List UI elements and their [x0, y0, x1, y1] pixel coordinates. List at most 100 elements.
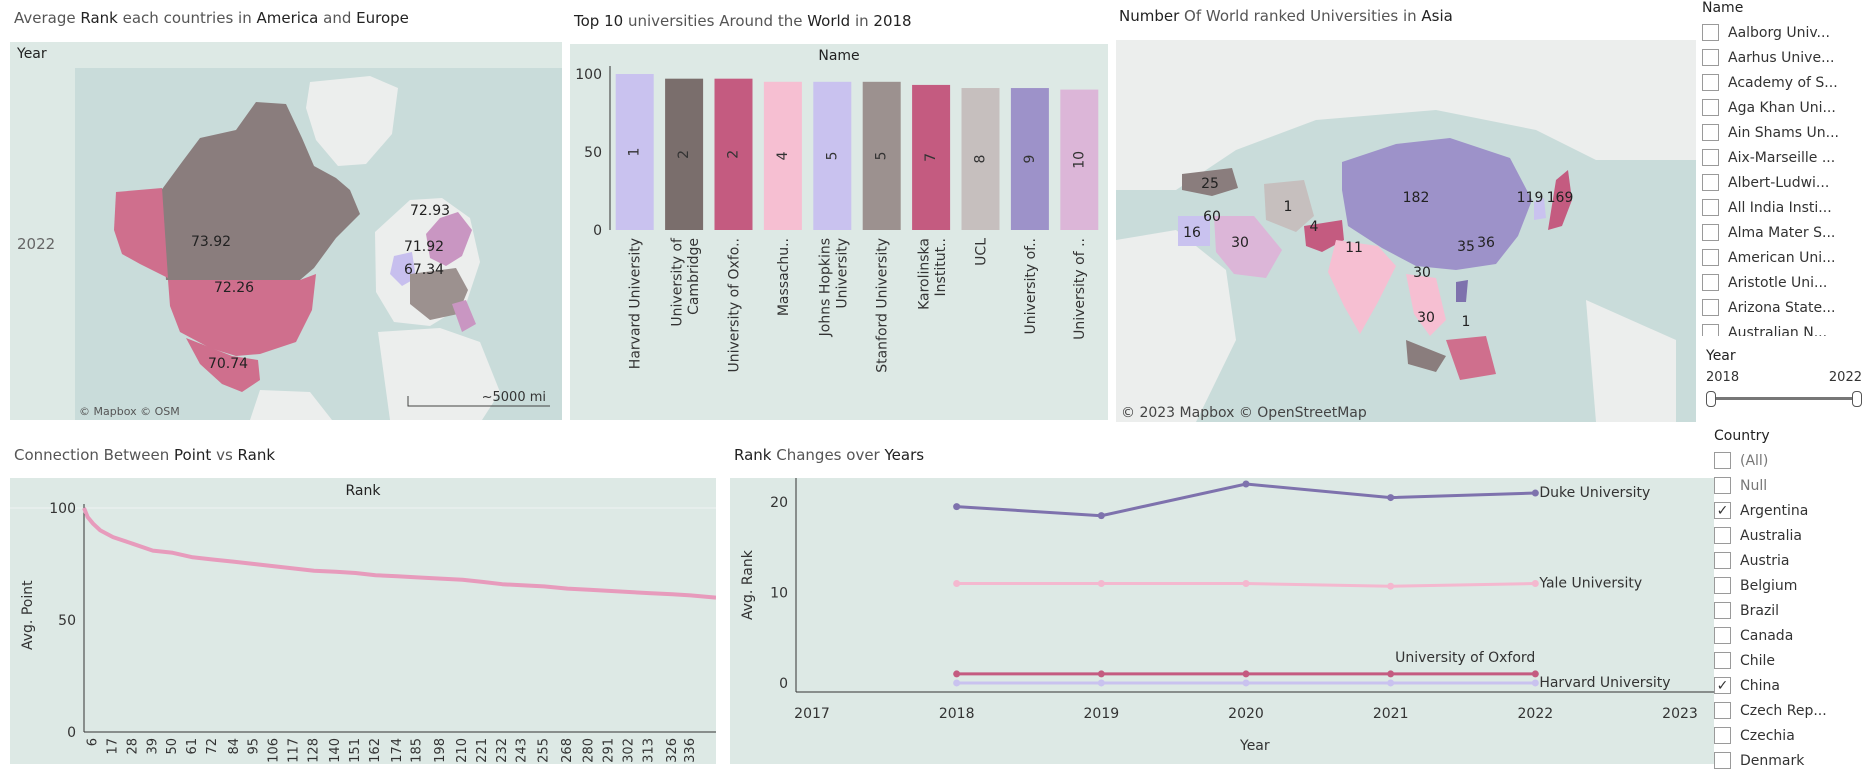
asia-map-svg[interactable]: 25 1 182 60 16 30 4 11 119 169 35 36 30 … [1116, 40, 1696, 422]
checkbox[interactable] [1714, 552, 1731, 569]
checkbox-checked[interactable]: ✓ [1714, 677, 1731, 694]
year-slider[interactable] [1706, 389, 1862, 407]
name-filter-item[interactable]: Aga Khan Uni... [1702, 95, 1862, 120]
country-filter-item[interactable]: Denmark [1714, 748, 1862, 771]
map-americas-panel[interactable]: Year 2022 73.92 72.26 70.74 72.93 71.92 … [10, 42, 562, 420]
checkbox[interactable] [1702, 224, 1719, 241]
series-point [1097, 512, 1105, 520]
name-filter-label: All India Insti... [1728, 199, 1832, 216]
checkbox[interactable] [1702, 99, 1719, 116]
checkbox[interactable] [1702, 124, 1719, 141]
rank-column-header: Rank [345, 483, 381, 499]
slider-track [1710, 397, 1858, 400]
country-filter-item[interactable]: Canada [1714, 623, 1862, 648]
country-filter-item[interactable]: Czechia [1714, 723, 1862, 748]
name-filter-item[interactable]: Australian N... [1702, 320, 1862, 336]
label-mexico: 70.74 [208, 356, 248, 372]
name-filter-title: Name [1702, 0, 1744, 16]
checkbox[interactable] [1702, 274, 1719, 291]
rank-changes-chart-svg[interactable]: 0 10 20 2017 2018 2019 2020 2021 2022 2023 Duke Un… [730, 478, 1714, 764]
checkbox[interactable] [1714, 752, 1731, 769]
country-filter-label: Czech Rep... [1740, 702, 1827, 719]
checkbox-checked[interactable]: ✓ [1714, 502, 1731, 519]
country-filter-item[interactable]: Belgium [1714, 573, 1862, 598]
series-point [1097, 679, 1105, 687]
checkbox[interactable] [1714, 652, 1731, 669]
x-tick-label: 2021 [1373, 706, 1409, 722]
mexico-region [186, 338, 260, 392]
checkbox[interactable] [1714, 627, 1731, 644]
slider-handle-max[interactable] [1852, 391, 1862, 407]
rank-changes-panel[interactable]: Avg. Rank Year 0 10 20 2017 2018 2019 2020 2021… [730, 478, 1714, 764]
country-filter-list[interactable]: (All) Null ✓ Argentina Australia Austria Belgi… [1714, 448, 1862, 771]
country-filter-item[interactable]: Null [1714, 473, 1862, 498]
name-filter-list-wrap[interactable]: Aalborg Univ... Aarhus Unive... Academy of… [1702, 20, 1862, 336]
country-filter-item[interactable]: Czech Rep... [1714, 698, 1862, 723]
checkbox[interactable] [1714, 727, 1731, 744]
slider-handle-min[interactable] [1706, 391, 1716, 407]
checkbox[interactable] [1702, 324, 1719, 336]
point-rank-chart-svg[interactable]: 0 50 100 6 17 28 39 50 61 72 84 95 106 117 128 140 151 16… [10, 478, 716, 764]
checkbox[interactable] [1714, 602, 1731, 619]
name-filter-item[interactable]: Aristotle Uni... [1702, 270, 1862, 295]
series-point [953, 679, 961, 687]
name-filter-item[interactable]: American Uni... [1702, 245, 1862, 270]
checkbox[interactable] [1702, 49, 1719, 66]
asia-label-thailand: 30 [1413, 265, 1431, 281]
name-filter-item[interactable]: All India Insti... [1702, 195, 1862, 220]
saudi-region [1214, 216, 1282, 278]
row-header-year: Year [17, 46, 47, 62]
bar-value-label: 9 [1022, 155, 1038, 164]
name-filter-item[interactable]: Arizona State... [1702, 295, 1862, 320]
country-filter-item[interactable]: Brazil [1714, 598, 1862, 623]
name-filter-label: Aix-Marseille ... [1728, 149, 1836, 166]
point-rank-panel[interactable]: Rank Avg. Point 0 50 100 6 17 28 39 50 61 72 84 95 1… [10, 478, 716, 764]
name-filter-item[interactable]: Albert-Ludwi... [1702, 170, 1862, 195]
checkbox[interactable] [1702, 24, 1719, 41]
name-filter-item[interactable]: Aix-Marseille ... [1702, 145, 1862, 170]
checkbox[interactable] [1714, 477, 1731, 494]
asia-label-malaysia: 30 [1417, 310, 1435, 326]
series-point [1097, 670, 1105, 678]
country-filter-item[interactable]: Australia [1714, 523, 1862, 548]
checkbox[interactable] [1702, 149, 1719, 166]
x-tick-label: 185 [410, 738, 425, 763]
africa-land [1116, 230, 1236, 422]
country-filter[interactable]: Country (All) Null ✓ Argentina Australia Aust… [1714, 428, 1862, 771]
checkbox[interactable] [1714, 452, 1731, 469]
checkbox[interactable] [1702, 299, 1719, 316]
country-filter-item[interactable]: Chile [1714, 648, 1862, 673]
bar [961, 88, 1000, 230]
checkbox[interactable] [1702, 174, 1719, 191]
top10-bar-panel[interactable]: Name 0 50 100 1 Harvard University 2 Universit… [570, 44, 1108, 420]
name-filter[interactable]: Name Aalborg Univ... Aarhus Unive... Acade… [1702, 0, 1862, 340]
checkbox[interactable] [1714, 527, 1731, 544]
name-filter-item[interactable]: Ain Shams Un... [1702, 120, 1862, 145]
x-tick-label: 2019 [1084, 706, 1120, 722]
checkbox[interactable] [1714, 702, 1731, 719]
series-line [956, 482, 1536, 518]
asia-map-panel[interactable]: 25 1 182 60 16 30 4 11 119 169 35 36 30 … [1116, 40, 1696, 422]
checkbox[interactable] [1702, 74, 1719, 91]
country-filter-item[interactable]: ✓ Argentina [1714, 498, 1862, 523]
year-filter[interactable]: Year 2018 2022 [1706, 348, 1862, 418]
name-filter-list[interactable]: Aalborg Univ... Aarhus Unive... Academy of… [1702, 20, 1862, 336]
name-filter-item[interactable]: Academy of S... [1702, 70, 1862, 95]
top10-title: Top 10 universities Around the World in … [574, 12, 912, 30]
x-tick-label: 151 [348, 738, 363, 763]
country-filter-item[interactable]: Austria [1714, 548, 1862, 573]
name-filter-item[interactable]: Aarhus Unive... [1702, 45, 1862, 70]
series-point [1242, 480, 1250, 488]
point-rank-line [82, 507, 716, 600]
name-filter-item[interactable]: Alma Mater S... [1702, 220, 1862, 245]
year-range-labels: 2018 2022 [1706, 370, 1862, 385]
checkbox[interactable] [1702, 249, 1719, 266]
country-filter-item[interactable]: (All) [1714, 448, 1862, 473]
asia-label-egypt: 16 [1183, 225, 1201, 241]
country-filter-item[interactable]: ✓ China [1714, 673, 1862, 698]
checkbox[interactable] [1714, 577, 1731, 594]
map-americas-svg[interactable]: 73.92 72.26 70.74 72.93 71.92 67.34 ~500… [10, 42, 562, 420]
bar-chart-svg[interactable]: 0 50 100 1 Harvard University 2 University ofC… [570, 44, 1108, 420]
checkbox[interactable] [1702, 199, 1719, 216]
name-filter-item[interactable]: Aalborg Univ... [1702, 20, 1862, 45]
